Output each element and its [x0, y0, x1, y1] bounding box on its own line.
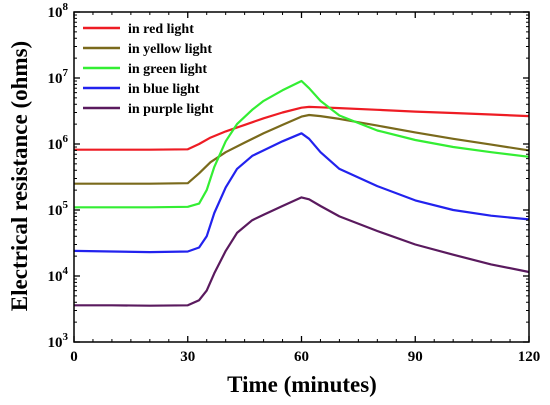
legend-item-4: in blue light [83, 82, 200, 97]
y-tick-label: 104 [48, 265, 69, 285]
legend-label: in green light [128, 62, 207, 77]
axis-layer: 0 30 60 90 120 103 104 105 106 107 108 [48, 1, 541, 365]
y-tick-label: 108 [48, 1, 69, 21]
legend-item-5: in purple light [83, 102, 214, 117]
series-line-1 [74, 105, 530, 151]
legend-label: in blue light [128, 82, 200, 97]
series-line-4 [73, 132, 530, 254]
legend-item-1: in red light [83, 22, 194, 37]
x-tick-label: 60 [294, 349, 309, 365]
y-tick-label: 103 [48, 331, 69, 351]
y-tick-label: 106 [48, 133, 69, 153]
legend: in red light in yellow light in green ligh… [83, 22, 214, 117]
legend-label: in yellow light [128, 42, 212, 57]
series-line-5 [74, 196, 530, 307]
x-tick-label: 0 [70, 349, 78, 365]
legend-label: in purple light [128, 102, 214, 117]
legend-item-2: in yellow light [83, 42, 212, 57]
legend-item-3: in green light [83, 62, 207, 77]
x-tick-label: 30 [180, 349, 195, 365]
y-tick-label: 105 [48, 199, 69, 219]
legend-label: in red light [128, 22, 194, 37]
series-layer [73, 79, 530, 307]
x-tick-label: 120 [518, 349, 541, 365]
y-tick-label: 107 [48, 67, 69, 87]
y-axis-title: Electrical resistance (ohms) [7, 41, 32, 311]
series-line-3 [74, 79, 530, 209]
series-line-2 [74, 113, 530, 185]
x-axis-title: Time (minutes) [227, 372, 377, 397]
x-tick-label: 90 [408, 349, 423, 365]
